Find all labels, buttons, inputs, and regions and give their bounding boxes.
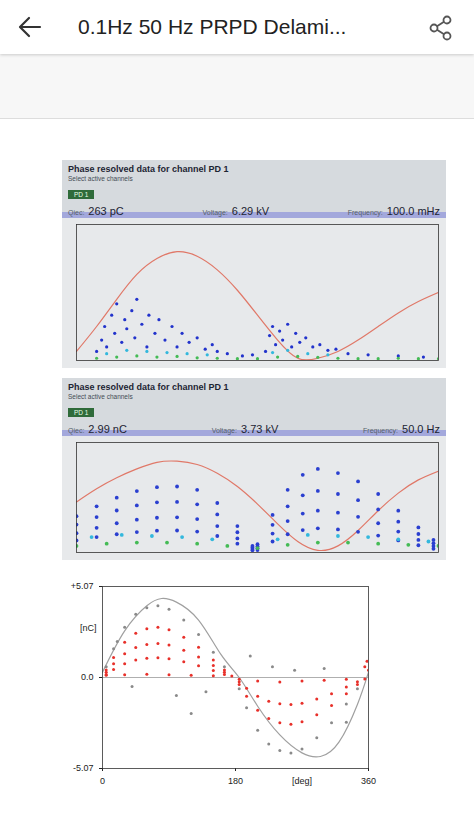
html-text:PD 1: PD 1: [74, 409, 89, 416]
svg-text:-5.07: -5.07: [73, 763, 94, 773]
html-text:Voltage: 6.29 kV: Voltage: 6.29 kV: [202, 205, 270, 217]
html-text:Phase resolved data for channe: Phase resolved data for channel PD 1: [68, 382, 229, 392]
svg-text:0.0: 0.0: [81, 672, 94, 682]
html-text:Phase resolved data for channe: Phase resolved data for channel PD 1: [68, 164, 229, 174]
svg-text:180: 180: [228, 776, 243, 786]
html-text:Frequency: 50.0 Hz: Frequency: 50.0 Hz: [363, 423, 440, 435]
html-text:Qiec: 2.99 nC: Qiec: 2.99 nC: [68, 423, 127, 435]
html-text:Frequency: 100.0 mHz: Frequency: 100.0 mHz: [347, 205, 440, 217]
svg-text:+5.07: +5.07: [71, 581, 94, 591]
html-text:0.1Hz 50 Hz PRPD Delami...: 0.1Hz 50 Hz PRPD Delami...: [78, 15, 347, 38]
svg-text:[nC]: [nC]: [80, 623, 97, 633]
svg-text:360: 360: [361, 776, 376, 786]
svg-text:0: 0: [100, 776, 105, 786]
html-text:PD 1: PD 1: [74, 191, 89, 198]
html-text:Select active channels: Select active channels: [68, 175, 133, 182]
html-text:Voltage: 3.73 kV: Voltage: 3.73 kV: [211, 423, 279, 435]
html-text:Select active channels: Select active channels: [68, 393, 133, 400]
svg-text:[deg]: [deg]: [292, 776, 312, 786]
html-text:Qiec: 263 pC: Qiec: 263 pC: [68, 205, 124, 217]
